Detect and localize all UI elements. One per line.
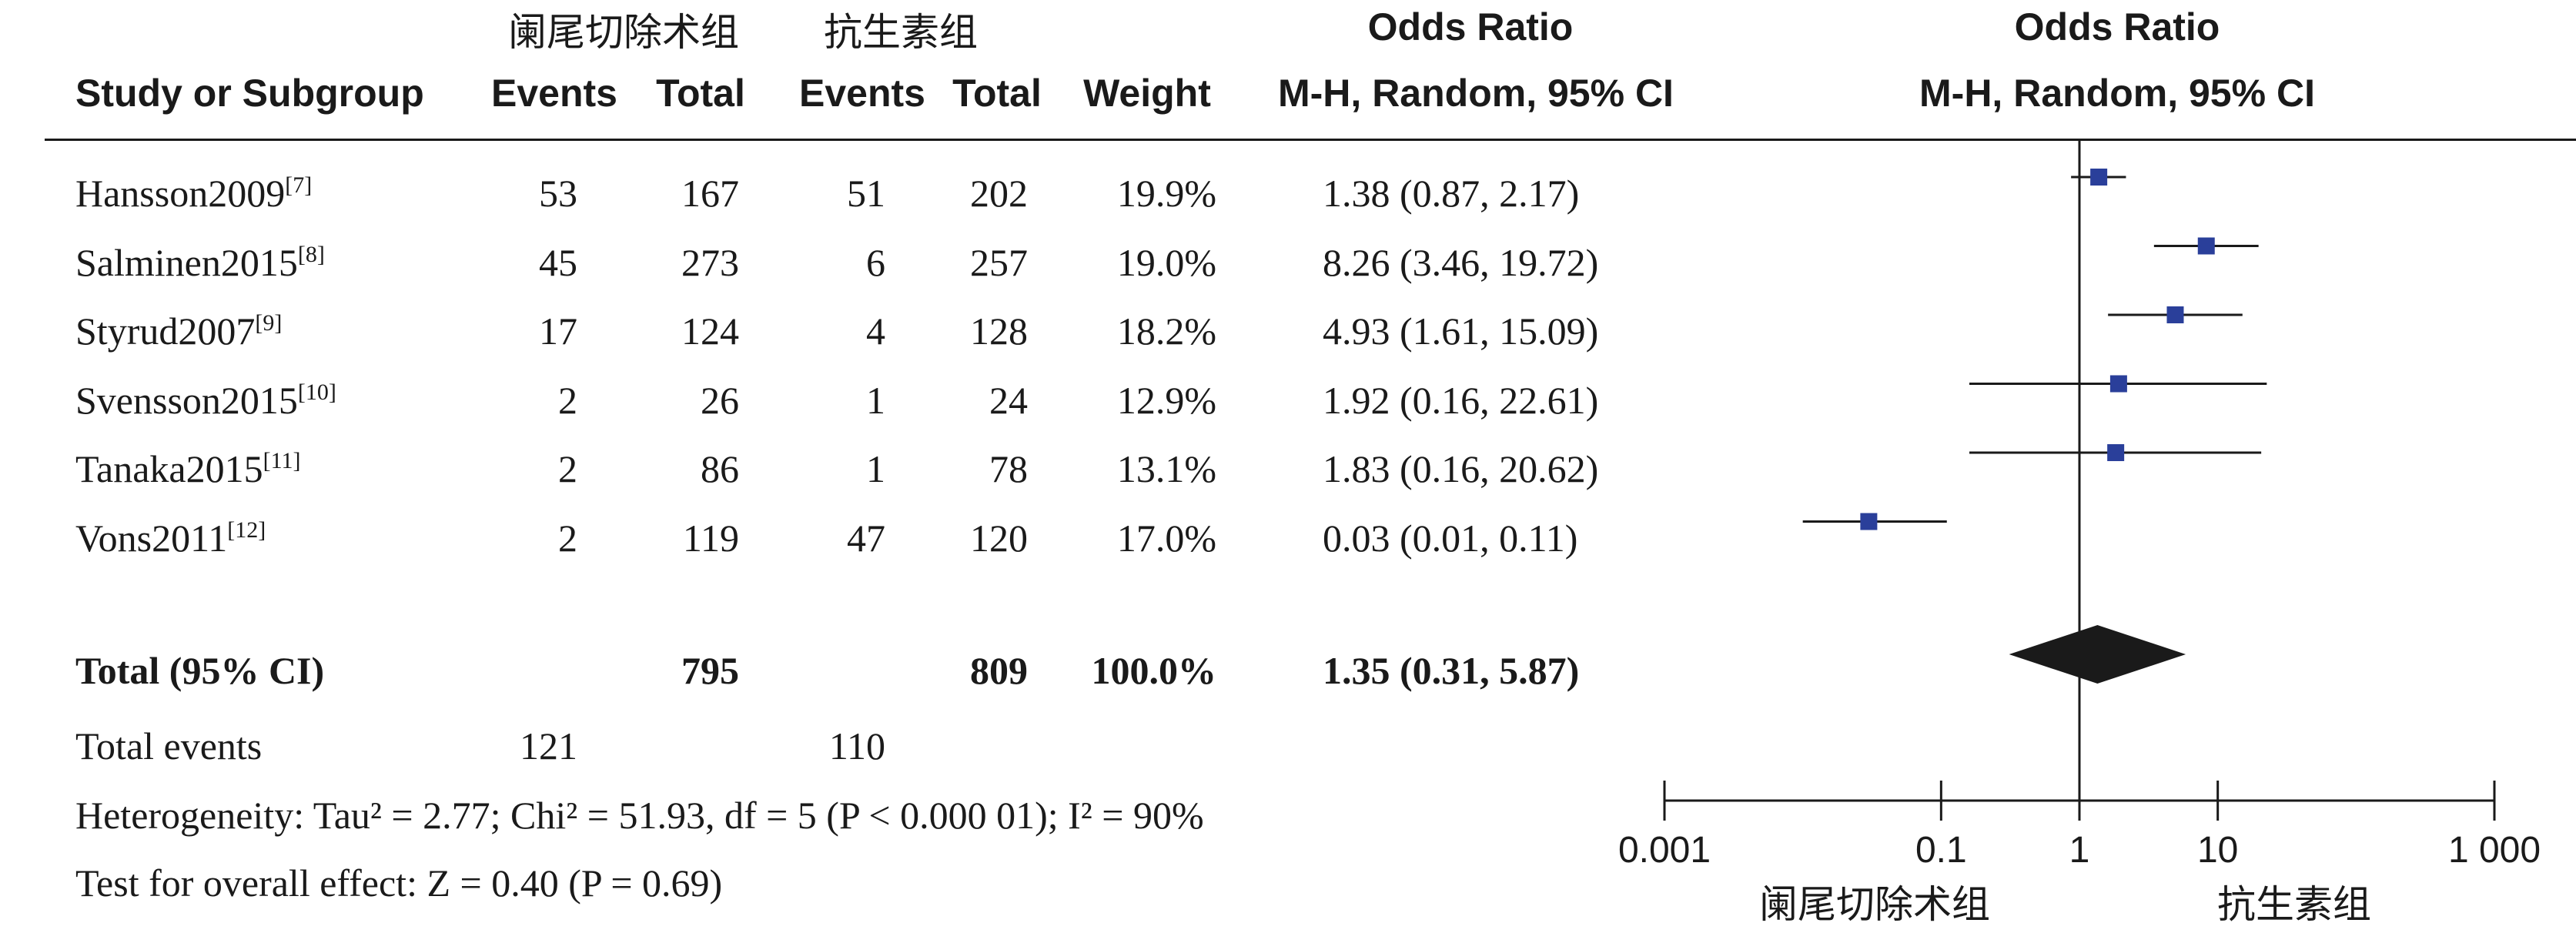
study-events2: 1 xyxy=(866,378,885,422)
study-label: Svensson2015 xyxy=(75,378,298,422)
study-weight: 19.0% xyxy=(1116,240,1216,284)
odds-ratio-header: Odds Ratio xyxy=(1367,5,1574,48)
group2-header: 抗生素组 xyxy=(824,10,978,55)
study-marker xyxy=(2090,169,2108,186)
study-total2: 120 xyxy=(970,516,1028,560)
events2-col-header: Events xyxy=(799,72,925,115)
study-col-header: Study or Subgroup xyxy=(75,72,424,115)
total-weight: 100.0% xyxy=(1091,649,1217,692)
heterogeneity-text: Heterogeneity: Tau² = 2.77; Chi² = 51.93… xyxy=(75,794,1204,837)
study-ci: 0.03 (0.01, 0.11) xyxy=(1323,516,1578,560)
total2-col-header: Total xyxy=(952,72,1042,115)
study-events1: 45 xyxy=(539,240,577,284)
x-axis-tick-label: 0.001 xyxy=(1618,830,1711,871)
study-total1: 167 xyxy=(681,172,739,215)
study-total1: 119 xyxy=(682,516,739,560)
study-events2: 47 xyxy=(847,516,885,560)
study-total2: 78 xyxy=(989,447,1028,490)
study-events1: 53 xyxy=(539,172,577,215)
study-events2: 6 xyxy=(866,240,885,284)
study-name: Styrud2007[9] xyxy=(75,309,282,353)
study-total2: 202 xyxy=(970,172,1028,215)
study-reference: [9] xyxy=(255,310,283,336)
study-ci: 1.38 (0.87, 2.17) xyxy=(1323,172,1580,215)
study-events2: 1 xyxy=(866,447,885,490)
study-reference: [7] xyxy=(285,172,313,198)
study-marker xyxy=(2197,237,2215,255)
study-reference: [10] xyxy=(297,379,336,405)
study-label: Vons2011 xyxy=(75,516,228,560)
total1-col-header: Total xyxy=(656,72,745,115)
study-marker xyxy=(2166,306,2184,323)
study-events1: 2 xyxy=(558,447,577,490)
method-plot-header: M-H, Random, 95% CI xyxy=(1919,72,2315,115)
favours-right-label: 抗生素组 xyxy=(2217,882,2371,927)
study-ci: 1.83 (0.16, 20.62) xyxy=(1323,447,1599,490)
events1-col-header: Events xyxy=(491,72,617,115)
study-weight: 19.9% xyxy=(1116,172,1216,215)
total-label: Total (95% CI) xyxy=(75,649,325,692)
study-events1: 17 xyxy=(539,309,577,353)
total-t1: 795 xyxy=(681,649,739,692)
total-t2: 809 xyxy=(970,649,1028,692)
study-name: Svensson2015[10] xyxy=(75,378,336,423)
study-name: Hansson2009[7] xyxy=(75,171,312,216)
weight-col-header: Weight xyxy=(1083,72,1211,115)
study-total2: 128 xyxy=(970,309,1028,353)
study-total2: 257 xyxy=(970,240,1028,284)
total-events-label: Total events xyxy=(75,724,263,767)
overall-effect-text: Test for overall effect: Z = 0.40 (P = 0… xyxy=(75,861,723,905)
study-total1: 86 xyxy=(701,447,739,490)
study-label: Salminen2015 xyxy=(75,240,298,284)
header-rule xyxy=(45,139,2576,141)
study-ci: 4.93 (1.61, 15.09) xyxy=(1323,309,1599,353)
study-marker xyxy=(2107,444,2125,461)
study-weight: 12.9% xyxy=(1116,378,1216,422)
study-ci: 8.26 (3.46, 19.72) xyxy=(1323,240,1599,284)
study-reference: [12] xyxy=(227,517,266,543)
study-events1: 2 xyxy=(558,378,577,422)
study-events2: 4 xyxy=(866,309,885,353)
pooled-diamond xyxy=(2009,625,2186,684)
study-total2: 24 xyxy=(989,378,1028,422)
study-marker xyxy=(2109,375,2127,393)
method-col-header: M-H, Random, 95% CI xyxy=(1278,72,1674,115)
x-axis-tick-label: 10 xyxy=(2197,830,2238,871)
total-events-e2: 110 xyxy=(828,724,885,767)
study-weight: 18.2% xyxy=(1116,309,1216,353)
study-events1: 2 xyxy=(558,516,577,560)
group1-header: 阑尾切除术组 xyxy=(508,10,739,55)
total-ci: 1.35 (0.31, 5.87) xyxy=(1323,649,1580,692)
total-events-e1: 121 xyxy=(520,724,577,767)
study-marker xyxy=(1860,513,1878,530)
study-weight: 17.0% xyxy=(1116,516,1216,560)
study-events2: 51 xyxy=(847,172,885,215)
study-total1: 124 xyxy=(681,309,739,353)
study-name: Tanaka2015[11] xyxy=(75,446,301,491)
study-name: Vons2011[12] xyxy=(75,516,266,560)
study-label: Styrud2007 xyxy=(75,309,256,353)
study-total1: 26 xyxy=(701,378,739,422)
study-weight: 13.1% xyxy=(1116,447,1216,490)
study-name: Salminen2015[8] xyxy=(75,240,325,285)
study-reference: [11] xyxy=(263,448,301,473)
study-reference: [8] xyxy=(297,241,325,267)
study-label: Hansson2009 xyxy=(75,172,286,215)
x-axis-tick-label: 1 xyxy=(2069,830,2090,871)
study-label: Tanaka2015 xyxy=(75,447,263,490)
x-axis-tick-label: 0.1 xyxy=(1915,830,1967,871)
x-axis-tick-label: 1 000 xyxy=(2448,830,2541,871)
odds-ratio-plot-header: Odds Ratio xyxy=(2014,5,2220,48)
favours-left-label: 阑尾切除术组 xyxy=(1759,882,1990,927)
study-total1: 273 xyxy=(681,240,739,284)
study-ci: 1.92 (0.16, 22.61) xyxy=(1323,378,1599,422)
